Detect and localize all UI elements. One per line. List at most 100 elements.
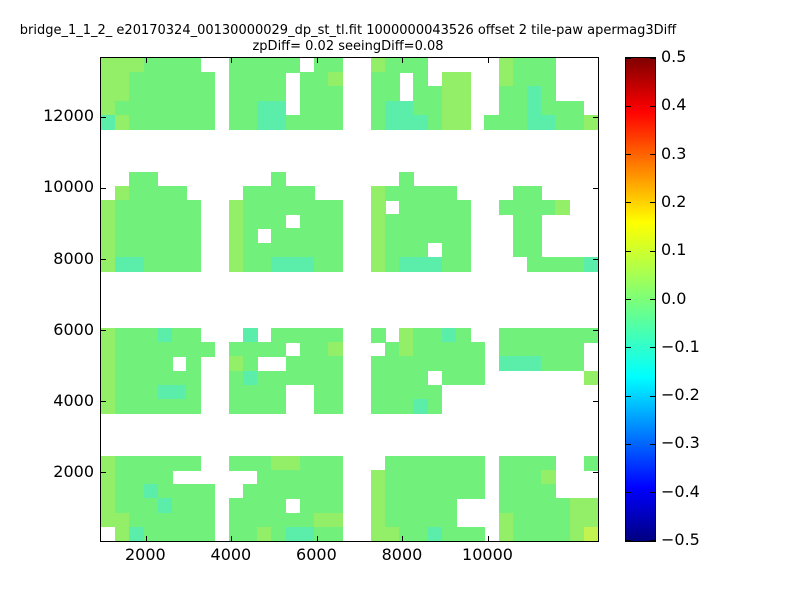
x-tick-mark [402, 536, 404, 541]
heatmap-cell [441, 526, 457, 541]
heatmap-cell [569, 356, 585, 372]
heatmap-cell [243, 100, 258, 116]
heatmap-cell [243, 86, 258, 102]
heatmap-cell [143, 512, 159, 528]
heatmap-cell [257, 86, 272, 102]
heatmap-cell [299, 114, 315, 130]
heatmap-cell [129, 72, 145, 87]
heatmap-cell [527, 512, 542, 528]
heatmap-cell [243, 512, 258, 528]
heatmap-cell [583, 370, 598, 386]
heatmap-cell [512, 484, 528, 499]
heatmap-cell [456, 256, 471, 272]
heatmap-cell [399, 356, 414, 372]
heatmap-cell [257, 384, 272, 400]
heatmap-cell [157, 469, 173, 485]
heatmap-cell [271, 512, 287, 528]
heatmap-cell [299, 469, 315, 485]
heatmap-cell [385, 526, 400, 541]
heatmap-cell [498, 455, 514, 471]
heatmap-cell [157, 512, 173, 528]
heatmap-cell [498, 114, 514, 130]
heatmap-cell [143, 384, 159, 400]
heatmap-cell [399, 114, 414, 130]
heatmap-cell [129, 384, 145, 400]
heatmap-cell [172, 398, 187, 414]
heatmap-cell [157, 384, 173, 400]
heatmap-cell [172, 86, 187, 102]
heatmap-cell [370, 72, 386, 87]
heatmap-cell [399, 256, 414, 272]
heatmap-cell [527, 228, 542, 244]
heatmap-cell [427, 512, 443, 528]
heatmap-cell [413, 370, 429, 386]
heatmap-cell [527, 455, 542, 471]
heatmap-cell [555, 498, 571, 514]
colorbar-tick-mark [650, 492, 655, 494]
heatmap-cell [512, 498, 528, 514]
heatmap-cell [569, 327, 585, 343]
heatmap-cell [143, 171, 159, 187]
plot-subtitle: zpDiff= 0.02 seeingDiff=0.08 [252, 39, 444, 54]
heatmap-cell [101, 242, 116, 258]
heatmap-cell [314, 86, 329, 102]
heatmap-cell [456, 72, 471, 87]
heatmap-cell [129, 342, 145, 357]
heatmap-cell [101, 256, 116, 272]
colorbar-tick-mark [650, 154, 655, 156]
heatmap-cell [583, 498, 598, 514]
heatmap-cell [456, 114, 471, 130]
heatmap-cell [228, 455, 244, 471]
heatmap-cell [285, 228, 301, 244]
heatmap-cell [413, 455, 429, 471]
heatmap-cell [512, 200, 528, 215]
heatmap-cell [200, 512, 216, 528]
heatmap-cell [129, 228, 145, 244]
heatmap-cell [299, 214, 315, 230]
heatmap-cell [370, 114, 386, 130]
heatmap-cell [541, 86, 556, 102]
heatmap-cell [228, 342, 244, 357]
heatmap-cell [328, 512, 343, 528]
heatmap-cell [157, 484, 173, 499]
heatmap-cell [399, 200, 414, 215]
heatmap-cell [512, 512, 528, 528]
heatmap-cell [441, 469, 457, 485]
heatmap-cell [186, 214, 201, 230]
heatmap-cell [413, 242, 429, 258]
heatmap-cell [157, 327, 173, 343]
heatmap-cell [101, 370, 116, 386]
heatmap-cell [299, 512, 315, 528]
heatmap-cell [271, 171, 287, 187]
heatmap-cell [143, 356, 159, 372]
heatmap-cell [186, 100, 201, 116]
heatmap-cell [583, 114, 598, 130]
heatmap-cell [385, 384, 400, 400]
heatmap-cell [143, 228, 159, 244]
heatmap-cell [328, 200, 343, 215]
heatmap-cell [115, 100, 130, 116]
heatmap-cell [370, 256, 386, 272]
heatmap-cell [172, 498, 187, 514]
heatmap-cell [427, 356, 443, 372]
heatmap-cell [172, 484, 187, 499]
heatmap-cell [441, 256, 457, 272]
colorbar-tick-mark [626, 492, 631, 494]
heatmap-cell [101, 342, 116, 357]
y-tick-mark [101, 116, 106, 118]
heatmap-cell [285, 327, 301, 343]
heatmap-cell [470, 342, 485, 357]
heatmap-cell [172, 327, 187, 343]
heatmap-cell [399, 398, 414, 414]
heatmap-cell [285, 370, 301, 386]
heatmap-cell [470, 370, 485, 386]
heatmap-cell [441, 242, 457, 258]
heatmap-cell [399, 242, 414, 258]
heatmap-cell [385, 72, 400, 87]
heatmap-cell [143, 327, 159, 343]
colorbar-tick-mark [626, 395, 631, 397]
y-tick-mark [101, 259, 106, 261]
heatmap-cell [498, 200, 514, 215]
heatmap-cell [129, 469, 145, 485]
y-tick-label: 10000 [43, 177, 94, 197]
